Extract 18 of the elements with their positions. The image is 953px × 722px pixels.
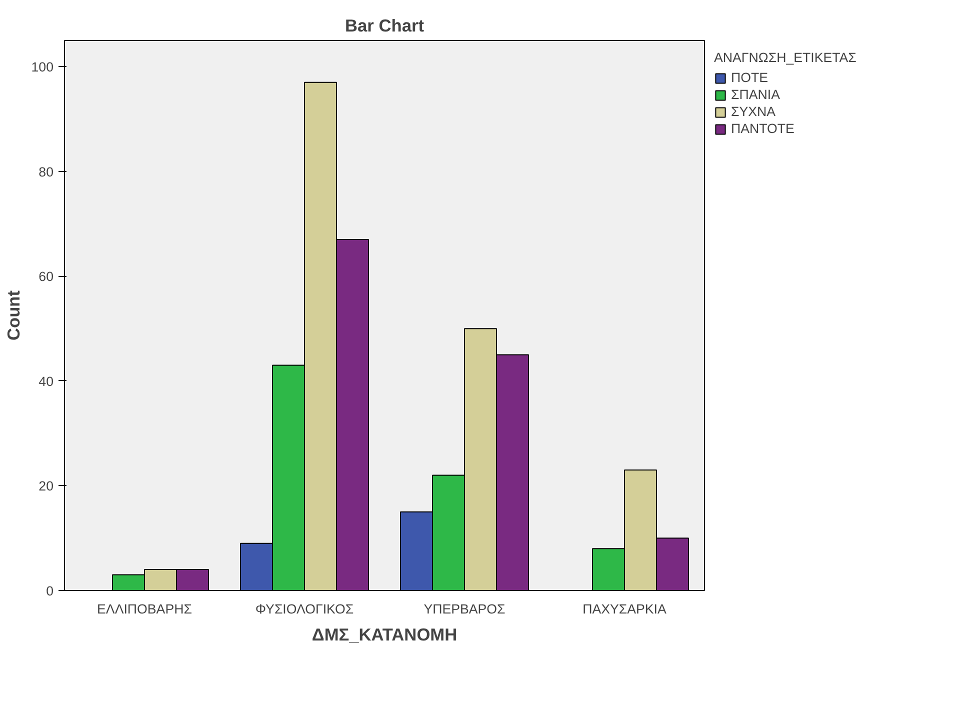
legend-label: ΣΠΑΝΙΑ — [731, 87, 780, 102]
x-tick-label: ΕΛΛΙΠΟΒΑΡΗΣ — [97, 602, 192, 616]
x-tick-label: ΦΥΣΙΟΛΟΓΙΚΟΣ — [255, 602, 354, 616]
x-tick-label: ΠΑΧΥΣΑΡΚΙΑ — [582, 602, 667, 616]
y-tick-label: 100 — [31, 60, 54, 75]
y-tick-label: 80 — [38, 164, 54, 180]
x-tick-label: ΥΠΕΡΒΑΡΟΣ — [424, 602, 506, 616]
y-axis-title: Count — [3, 290, 24, 341]
y-tick-label: 60 — [38, 269, 54, 284]
y-tick-label: 0 — [46, 584, 54, 598]
legend-label: ΣΥΧΝΑ — [731, 104, 776, 119]
chart-title: Bar Chart — [345, 16, 424, 36]
legend-label: ΠΑΝΤΟΤΕ — [731, 121, 794, 136]
legend-label: ΠΟΤΕ — [731, 70, 768, 85]
x-axis-title: ΔΜΣ_ΚΑΤΑΝΟΜΗ — [312, 624, 458, 644]
y-tick-label: 20 — [38, 478, 54, 494]
y-tick-label: 40 — [38, 374, 54, 389]
legend-title: ΑΝΑΓΝΩΣΗ_ΕΤΙΚΕΤΑΣ — [714, 50, 856, 65]
